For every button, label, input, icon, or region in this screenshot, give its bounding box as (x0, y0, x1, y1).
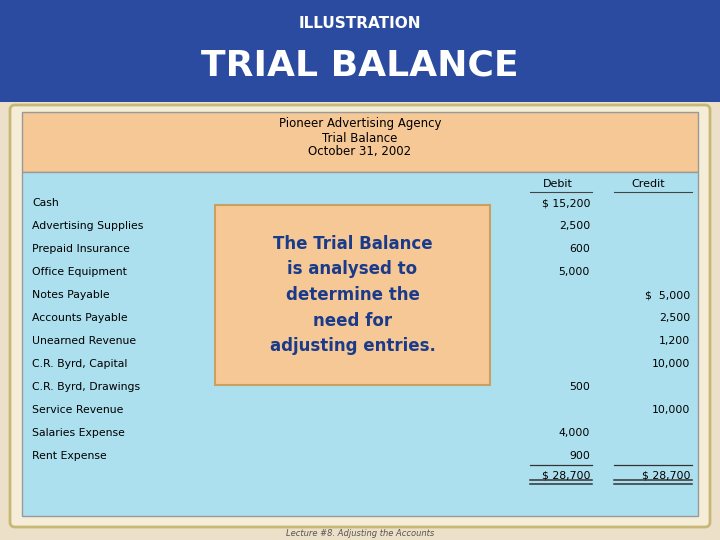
Bar (0, 0, 720, 102)
Text: C.R. Byrd, Capital: C.R. Byrd, Capital (32, 359, 127, 369)
Text: 10,000: 10,000 (652, 359, 690, 369)
Text: 1,200: 1,200 (659, 336, 690, 346)
Text: TRIAL BALANCE: TRIAL BALANCE (201, 49, 519, 83)
Text: Salaries Expense: Salaries Expense (32, 428, 125, 438)
Text: Trial Balance: Trial Balance (323, 132, 397, 145)
Text: October 31, 2002: October 31, 2002 (308, 145, 412, 159)
Text: 600: 600 (569, 244, 590, 254)
Text: Debit: Debit (543, 179, 573, 189)
Text: 900: 900 (569, 451, 590, 461)
Bar (22, 172, 698, 516)
Text: $ 28,700: $ 28,700 (642, 470, 690, 480)
Text: Service Revenue: Service Revenue (32, 405, 123, 415)
Text: 500: 500 (569, 382, 590, 392)
Text: $  5,000: $ 5,000 (644, 290, 690, 300)
Text: Advertising Supplies: Advertising Supplies (32, 221, 143, 231)
Text: Pioneer Advertising Agency: Pioneer Advertising Agency (279, 118, 441, 131)
Text: $ 28,700: $ 28,700 (541, 470, 590, 480)
Text: Unearned Revenue: Unearned Revenue (32, 336, 136, 346)
Text: The Trial Balance
is analysed to
determine the
need for
adjusting entries.: The Trial Balance is analysed to determi… (269, 234, 436, 355)
Bar (215, 205, 490, 385)
Text: $ 15,200: $ 15,200 (541, 198, 590, 208)
Text: Prepaid Insurance: Prepaid Insurance (32, 244, 130, 254)
Text: 2,500: 2,500 (559, 221, 590, 231)
Text: 2,500: 2,500 (659, 313, 690, 323)
Text: Cash: Cash (32, 198, 59, 208)
Text: Accounts Payable: Accounts Payable (32, 313, 127, 323)
Text: Rent Expense: Rent Expense (32, 451, 107, 461)
Text: 4,000: 4,000 (559, 428, 590, 438)
Text: Office Equipment: Office Equipment (32, 267, 127, 277)
Text: 5,000: 5,000 (559, 267, 590, 277)
Text: ILLUSTRATION: ILLUSTRATION (299, 17, 421, 31)
Text: Lecture #8. Adjusting the Accounts: Lecture #8. Adjusting the Accounts (286, 529, 434, 537)
FancyBboxPatch shape (10, 105, 710, 527)
Text: 10,000: 10,000 (652, 405, 690, 415)
Bar (22, 112, 698, 172)
Text: Credit: Credit (631, 179, 665, 189)
Text: C.R. Byrd, Drawings: C.R. Byrd, Drawings (32, 382, 140, 392)
Text: Notes Payable: Notes Payable (32, 290, 109, 300)
